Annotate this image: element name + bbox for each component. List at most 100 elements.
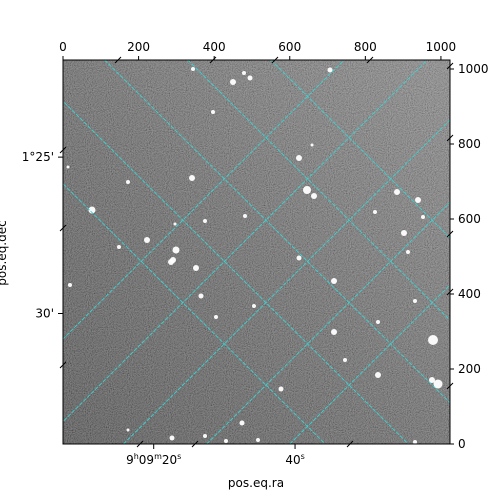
star bbox=[173, 222, 177, 226]
star bbox=[168, 259, 174, 265]
star bbox=[224, 439, 228, 443]
right-axis-tick-label: 0 bbox=[458, 437, 466, 451]
grid-line bbox=[63, 183, 326, 444]
star bbox=[252, 304, 256, 308]
star bbox=[247, 75, 253, 81]
star bbox=[401, 230, 407, 236]
grid-line bbox=[187, 60, 450, 321]
right-pixel-axis: 0 200 400 600 800 1000 bbox=[450, 62, 489, 451]
star bbox=[230, 79, 236, 85]
star bbox=[415, 197, 421, 203]
frame-grid-tick bbox=[59, 224, 67, 232]
top-axis-tick-label: 1000 bbox=[426, 40, 457, 54]
star bbox=[421, 215, 425, 219]
star bbox=[203, 434, 207, 438]
star bbox=[311, 193, 317, 199]
right-axis-tick-label: 600 bbox=[458, 212, 481, 226]
star bbox=[433, 379, 443, 389]
grid-line bbox=[123, 119, 450, 444]
star bbox=[278, 386, 284, 392]
frame-grid-tick bbox=[114, 56, 122, 64]
dec-tick-label: 1°25' bbox=[22, 150, 54, 164]
star bbox=[172, 246, 180, 254]
star bbox=[66, 165, 70, 169]
grid-line bbox=[206, 201, 450, 444]
grid-line bbox=[63, 60, 345, 340]
grid-line bbox=[104, 60, 450, 404]
star bbox=[331, 278, 337, 284]
sky-image bbox=[63, 60, 450, 444]
frame-grid-tick bbox=[59, 361, 67, 369]
star bbox=[256, 438, 260, 442]
star bbox=[169, 435, 175, 441]
coordinate-grid bbox=[63, 60, 450, 444]
star bbox=[144, 237, 150, 243]
star bbox=[375, 372, 381, 378]
star bbox=[242, 71, 246, 75]
frame-grid-tick bbox=[346, 440, 354, 448]
star bbox=[343, 358, 347, 362]
star bbox=[243, 214, 247, 218]
top-pixel-axis: 0 200 400 600 800 1000 bbox=[59, 40, 456, 60]
star bbox=[193, 265, 199, 271]
star bbox=[126, 428, 130, 432]
frame-grid-tick bbox=[366, 56, 374, 64]
right-axis-tick-label: 200 bbox=[458, 362, 481, 376]
star bbox=[394, 189, 400, 195]
ra-tick-label: 40s bbox=[285, 452, 304, 467]
star bbox=[203, 219, 207, 223]
right-axis-tick-label: 800 bbox=[458, 137, 481, 151]
star bbox=[191, 67, 195, 71]
star bbox=[310, 143, 314, 147]
ra-tick-label: 9h09m20s bbox=[126, 452, 181, 467]
frame-grid-tick bbox=[446, 288, 454, 296]
star bbox=[198, 293, 204, 299]
star bbox=[239, 420, 245, 426]
frame-grid-tick bbox=[271, 56, 279, 64]
star bbox=[331, 329, 337, 335]
star-field bbox=[66, 67, 443, 444]
star bbox=[296, 255, 302, 261]
star bbox=[117, 245, 121, 249]
star bbox=[327, 67, 333, 73]
grid-line bbox=[63, 100, 410, 444]
plot-frame bbox=[62, 59, 451, 445]
star bbox=[376, 320, 380, 324]
bottom-ra-axis: 9h09m20s 40s bbox=[126, 444, 305, 467]
star bbox=[406, 250, 410, 254]
left-dec-axis: 1°25' 30' bbox=[22, 56, 454, 448]
star bbox=[126, 180, 130, 184]
top-axis-tick-label: 800 bbox=[354, 40, 377, 54]
top-axis-tick-label: 400 bbox=[203, 40, 226, 54]
grid-line bbox=[63, 60, 428, 423]
frame-grid-tick bbox=[136, 440, 144, 448]
y-axis-label: pos.eq.dec bbox=[0, 220, 9, 285]
star bbox=[68, 283, 72, 287]
frame-grid-tick bbox=[209, 56, 217, 64]
star bbox=[428, 335, 438, 345]
frame-grid-tick bbox=[59, 146, 67, 154]
top-axis-tick-label: 0 bbox=[59, 40, 67, 54]
star bbox=[296, 155, 302, 161]
frame-grid-tick bbox=[446, 62, 454, 70]
star bbox=[88, 206, 96, 214]
star bbox=[214, 315, 218, 319]
frame-grid-tick bbox=[191, 440, 199, 448]
frame-grid-tick bbox=[446, 230, 454, 238]
star bbox=[211, 110, 215, 114]
top-axis-tick-label: 600 bbox=[278, 40, 301, 54]
x-axis-label: pos.eq.ra bbox=[228, 476, 284, 490]
top-axis-tick-label: 200 bbox=[127, 40, 150, 54]
right-axis-tick-label: 400 bbox=[458, 287, 481, 301]
star bbox=[429, 377, 435, 383]
dec-tick-label: 30' bbox=[35, 307, 54, 321]
star bbox=[413, 299, 417, 303]
star bbox=[189, 175, 195, 181]
frame-grid-tick bbox=[446, 382, 454, 390]
star bbox=[303, 186, 311, 194]
star bbox=[373, 210, 377, 214]
frame-grid-tick bbox=[446, 134, 454, 142]
right-axis-tick-label: 1000 bbox=[458, 62, 489, 76]
star bbox=[413, 440, 417, 444]
